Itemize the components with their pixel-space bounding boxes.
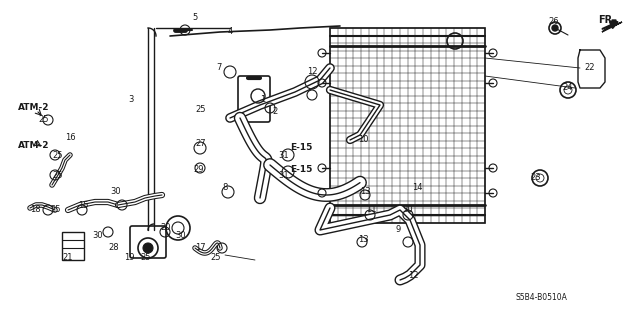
Text: 31: 31: [278, 150, 289, 159]
Circle shape: [552, 25, 558, 31]
Text: 2: 2: [272, 108, 277, 116]
Text: 31: 31: [278, 171, 289, 180]
Text: 19: 19: [124, 253, 134, 262]
Text: S5B4-B0510A: S5B4-B0510A: [516, 293, 568, 302]
Text: 4: 4: [228, 28, 233, 36]
Text: 17: 17: [195, 244, 205, 252]
Bar: [330, 28, 485, 223]
Text: 25: 25: [195, 106, 205, 115]
Text: 16: 16: [65, 132, 76, 141]
Text: 30: 30: [110, 188, 120, 196]
Text: 7: 7: [216, 63, 221, 73]
Text: 27: 27: [195, 139, 205, 148]
Text: 1: 1: [260, 95, 265, 105]
Text: 25: 25: [50, 205, 61, 214]
FancyBboxPatch shape: [238, 76, 270, 122]
Text: 12: 12: [408, 270, 419, 279]
Text: 25: 25: [52, 172, 63, 180]
Text: 11: 11: [366, 205, 376, 214]
Text: 20: 20: [160, 223, 170, 233]
Text: FR.: FR.: [598, 15, 616, 25]
Text: 25: 25: [210, 253, 221, 262]
Text: 29: 29: [193, 165, 204, 174]
Text: 22: 22: [584, 63, 595, 73]
Text: 8: 8: [222, 183, 227, 193]
Text: 25: 25: [52, 150, 63, 159]
Text: 25: 25: [140, 253, 150, 262]
Bar: [62, 232, 84, 260]
Text: 21: 21: [62, 253, 72, 262]
Text: 28: 28: [108, 244, 118, 252]
Text: 10: 10: [358, 135, 369, 145]
Text: 15: 15: [78, 201, 88, 210]
Text: 14: 14: [412, 183, 422, 193]
Text: 30: 30: [92, 230, 102, 239]
Text: 30: 30: [402, 205, 413, 214]
Text: 25: 25: [38, 116, 49, 124]
FancyBboxPatch shape: [130, 226, 166, 258]
Polygon shape: [602, 20, 622, 32]
Text: 24: 24: [562, 84, 573, 92]
Circle shape: [143, 243, 153, 253]
Text: 13: 13: [360, 188, 371, 196]
Text: 9: 9: [396, 226, 401, 235]
Text: 18: 18: [30, 205, 40, 214]
Text: 3: 3: [128, 95, 133, 105]
Text: 23: 23: [530, 173, 541, 182]
Text: E-15: E-15: [290, 143, 312, 153]
Text: E-15: E-15: [290, 165, 312, 174]
Text: 13: 13: [358, 236, 369, 244]
Text: ATM-2: ATM-2: [18, 140, 49, 149]
Text: 30: 30: [175, 230, 186, 239]
Text: ATM-2: ATM-2: [18, 103, 49, 113]
Text: 12: 12: [307, 68, 317, 76]
Text: 5: 5: [192, 13, 197, 22]
Text: 26: 26: [548, 18, 559, 27]
